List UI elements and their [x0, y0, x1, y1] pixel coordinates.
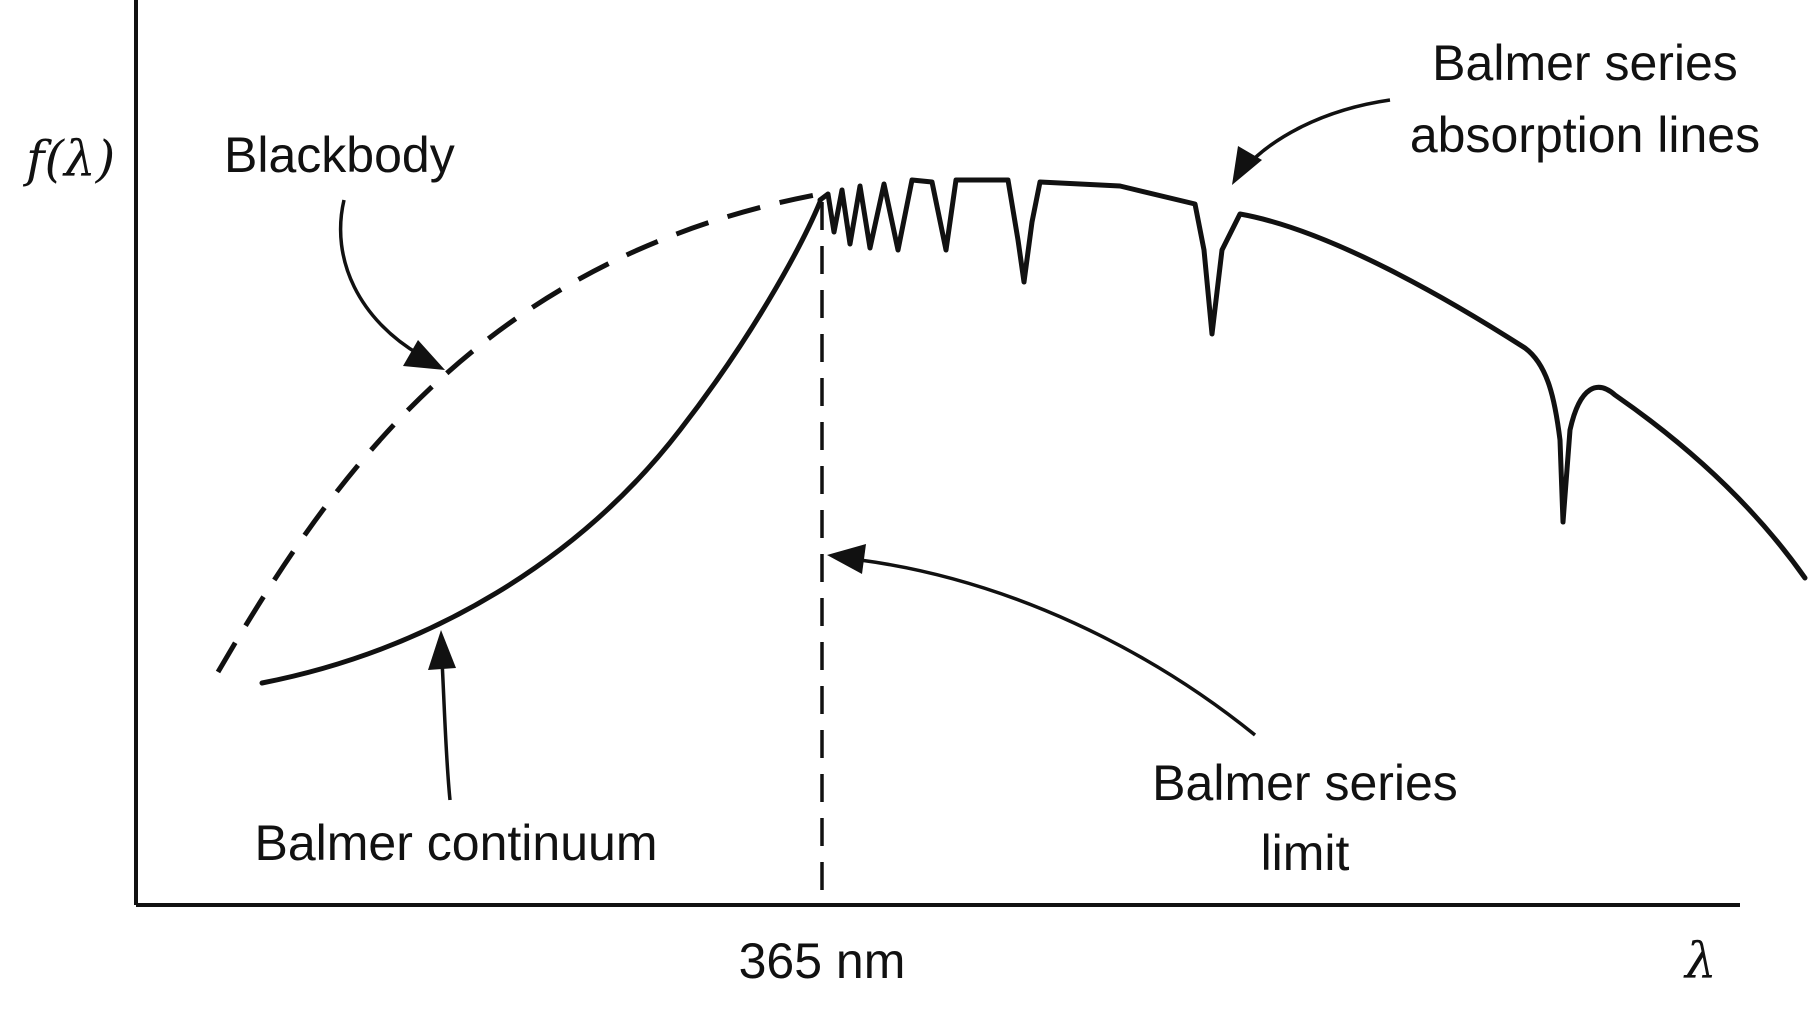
spectrum-curve	[817, 177, 1808, 581]
blackbody-label: Blackbody	[224, 127, 455, 183]
absorption-lines-label-1: Balmer series	[1432, 35, 1738, 91]
absorption-lines-arrow	[1232, 98, 1391, 185]
x-axis-label: λ	[1683, 932, 1717, 990]
series-limit-arrow	[827, 544, 1257, 737]
x-tick-365nm: 365 nm	[739, 933, 906, 989]
y-axis-label: f(λ)	[22, 130, 115, 188]
series-limit-label-1: Balmer series	[1152, 755, 1458, 811]
balmer-continuum-label: Balmer continuum	[255, 815, 658, 871]
continuum-arrow	[428, 630, 456, 801]
blackbody-arrow	[338, 199, 445, 370]
series-limit-label-2: limit	[1261, 825, 1350, 881]
absorption-lines-label-2: absorption lines	[1410, 107, 1760, 163]
balmer-continuum-curve	[259, 199, 823, 686]
blackbody-curve	[215, 192, 816, 674]
